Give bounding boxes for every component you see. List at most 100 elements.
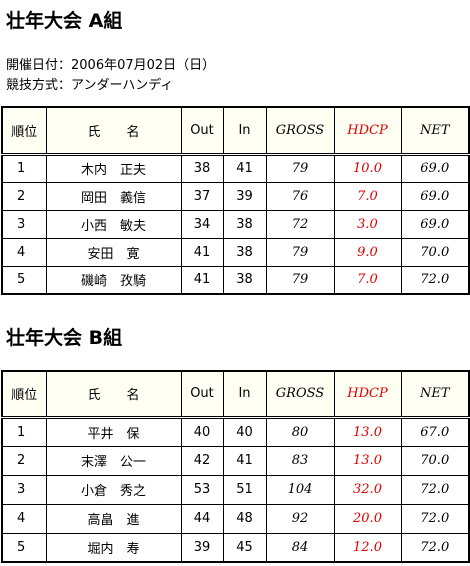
cell: 堀内 寿 bbox=[45, 532, 182, 563]
cell: 51 bbox=[222, 474, 267, 505]
cell: 79 bbox=[265, 265, 335, 295]
cell: 高畠 進 bbox=[45, 503, 182, 534]
cell: 32.0 bbox=[333, 474, 402, 505]
header-cell: HDCP bbox=[333, 370, 402, 419]
cell: 79 bbox=[265, 237, 335, 267]
cell: 48 bbox=[222, 503, 267, 534]
cell: 末澤 公一 bbox=[45, 445, 182, 476]
header-cell: In bbox=[222, 106, 267, 156]
header-cell: 氏 名 bbox=[45, 106, 182, 156]
cell: 70.0 bbox=[400, 445, 470, 476]
cell: 小倉 秀之 bbox=[45, 474, 182, 505]
cell: 3 bbox=[1, 209, 47, 239]
cell: 安田 寛 bbox=[45, 237, 182, 267]
cell: 92 bbox=[265, 503, 335, 534]
cell: 45 bbox=[222, 532, 267, 563]
data-row: 3 小倉 秀之 53 51 104 32.0 72.0 bbox=[1, 474, 470, 505]
cell: 12.0 bbox=[333, 532, 402, 563]
cell: 67.0 bbox=[400, 416, 470, 447]
cell: 41 bbox=[180, 237, 224, 267]
cell: 72 bbox=[265, 209, 335, 239]
cell: 41 bbox=[222, 445, 267, 476]
cell: 磯崎 孜騎 bbox=[45, 265, 182, 295]
cell: 7.0 bbox=[333, 181, 402, 211]
results-table: 順位氏 名 Out In GROSS HDCP NET 1 平井 保 40 40 80 13.0 67.… bbox=[1, 370, 470, 563]
cell: 41 bbox=[180, 265, 224, 295]
cell: 38 bbox=[222, 265, 267, 295]
header-cell: GROSS bbox=[265, 370, 335, 419]
cell: 69.0 bbox=[400, 209, 470, 239]
cell: 72.0 bbox=[400, 265, 470, 295]
cell: 84 bbox=[265, 532, 335, 563]
data-row: 1 木内 正夫 38 41 79 10.0 69.0 bbox=[1, 153, 470, 183]
header-cell: 順位 bbox=[1, 106, 47, 156]
cell: 39 bbox=[222, 181, 267, 211]
header-cell: NET bbox=[400, 370, 470, 419]
header-cell: Out bbox=[180, 370, 224, 419]
cell: 平井 保 bbox=[45, 416, 182, 447]
cell: 34 bbox=[180, 209, 224, 239]
cell: 4 bbox=[1, 503, 47, 534]
header-cell: Out bbox=[180, 106, 224, 156]
cell: 72.0 bbox=[400, 474, 470, 505]
header-row: 順位氏 名 Out In GROSS HDCP NET bbox=[1, 106, 470, 156]
cell: 5 bbox=[1, 265, 47, 295]
cell: 7.0 bbox=[333, 265, 402, 295]
cell: 37 bbox=[180, 181, 224, 211]
cell: 69.0 bbox=[400, 153, 470, 183]
cell: 2 bbox=[1, 181, 47, 211]
header-cell: GROSS bbox=[265, 106, 335, 156]
cell: 80 bbox=[265, 416, 335, 447]
cell: 70.0 bbox=[400, 237, 470, 267]
cell: 木内 正夫 bbox=[45, 153, 182, 183]
data-row: 2 岡田 義信 37 39 76 7.0 69.0 bbox=[1, 181, 470, 211]
data-row: 4 安田 寛 41 38 79 9.0 70.0 bbox=[1, 237, 470, 267]
cell: 13.0 bbox=[333, 416, 402, 447]
data-row: 5 磯崎 孜騎 41 38 79 7.0 72.0 bbox=[1, 265, 470, 295]
cell: 76 bbox=[265, 181, 335, 211]
section-title: 壮年大会 A組 bbox=[6, 10, 123, 32]
data-row: 1 平井 保 40 40 80 13.0 67.0 bbox=[1, 416, 470, 447]
cell: 5 bbox=[1, 532, 47, 563]
cell: 38 bbox=[180, 153, 224, 183]
cell: 13.0 bbox=[333, 445, 402, 476]
header-cell: In bbox=[222, 370, 267, 419]
data-row: 4 高畠 進 44 48 92 20.0 72.0 bbox=[1, 503, 470, 534]
cell: 20.0 bbox=[333, 503, 402, 534]
cell: 4 bbox=[1, 237, 47, 267]
cell: 104 bbox=[265, 474, 335, 505]
cell: 69.0 bbox=[400, 181, 470, 211]
data-row: 3 小西 敏夫 34 38 72 3.0 69.0 bbox=[1, 209, 470, 239]
header-cell: 氏 名 bbox=[45, 370, 182, 419]
cell: 1 bbox=[1, 153, 47, 183]
cell: 9.0 bbox=[333, 237, 402, 267]
cell: 41 bbox=[222, 153, 267, 183]
cell: 1 bbox=[1, 416, 47, 447]
cell: 53 bbox=[180, 474, 224, 505]
cell: 3 bbox=[1, 474, 47, 505]
cell: 40 bbox=[180, 416, 224, 447]
cell: 39 bbox=[180, 532, 224, 563]
cell: 79 bbox=[265, 153, 335, 183]
data-row: 2 末澤 公一 42 41 83 13.0 70.0 bbox=[1, 445, 470, 476]
section-title: 壮年大会 B組 bbox=[6, 327, 123, 349]
cell: 40 bbox=[222, 416, 267, 447]
cell: 38 bbox=[222, 209, 267, 239]
info-line: 競技方式：アンダーハンディ bbox=[6, 78, 174, 93]
cell: 38 bbox=[222, 237, 267, 267]
cell: 72.0 bbox=[400, 503, 470, 534]
cell: 10.0 bbox=[333, 153, 402, 183]
cell: 小西 敏夫 bbox=[45, 209, 182, 239]
header-cell: NET bbox=[400, 106, 470, 156]
info-line: 開催日付：2006年07月02日（日） bbox=[6, 58, 216, 73]
cell: 44 bbox=[180, 503, 224, 534]
cell: 72.0 bbox=[400, 532, 470, 563]
cell: 岡田 義信 bbox=[45, 181, 182, 211]
cell: 2 bbox=[1, 445, 47, 476]
data-row: 5 堀内 寿 39 45 84 12.0 72.0 bbox=[1, 532, 470, 563]
header-cell: 順位 bbox=[1, 370, 47, 419]
header-row: 順位氏 名 Out In GROSS HDCP NET bbox=[1, 370, 470, 419]
cell: 83 bbox=[265, 445, 335, 476]
results-table: 順位氏 名 Out In GROSS HDCP NET 1 木内 正夫 38 41 79 10.0 69… bbox=[1, 106, 470, 295]
